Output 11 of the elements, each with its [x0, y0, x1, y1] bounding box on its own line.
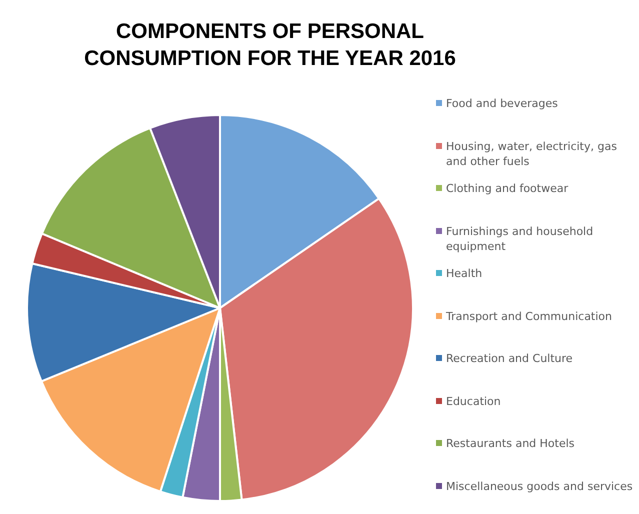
legend-label: Clothing and footwear: [445, 181, 570, 197]
legend-label: Health: [445, 266, 484, 282]
chart-title: COMPONENTS OF PERSONAL CONSUMPTION FOR THE YEAR 2016: [83, 19, 457, 72]
legend-label: Restaurants and Hotels: [445, 436, 576, 452]
legend-label: Education: [445, 394, 502, 410]
legend-label: Housing, water, electricity, gas and other fuels: [445, 138, 618, 170]
legend-label: Furnishings and household equipment: [445, 224, 594, 254]
legend-label: Transport and Communication: [445, 308, 614, 324]
legend-label: Miscellaneous goods and services: [445, 478, 634, 494]
legend-label: Food and beverages: [445, 96, 559, 112]
legend-label: Recreation and Culture: [445, 351, 574, 367]
